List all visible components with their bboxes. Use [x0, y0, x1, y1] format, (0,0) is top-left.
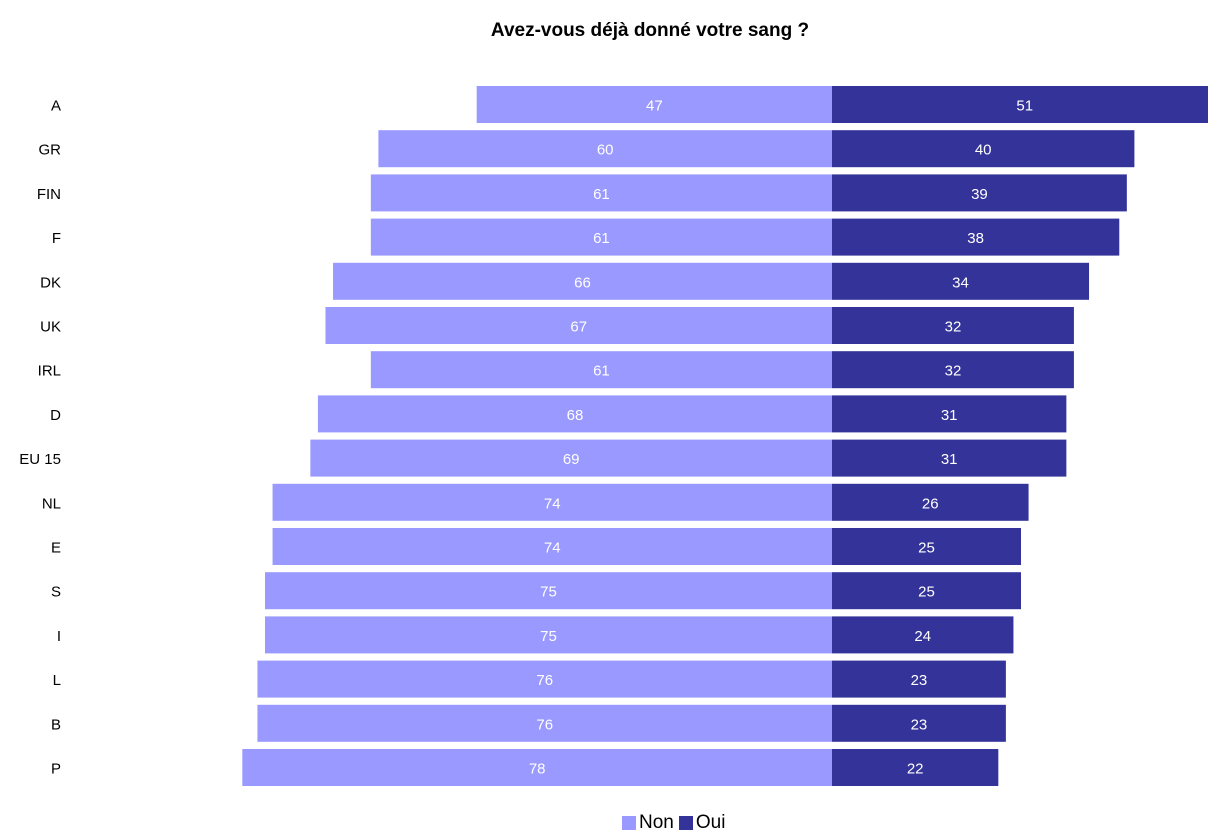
data-label-oui-e: 25: [918, 540, 935, 557]
data-label-oui-d: 31: [941, 407, 958, 424]
bar-oui-l: [832, 660, 1006, 698]
category-label-l: L: [53, 672, 61, 689]
bar-oui-p: [832, 749, 999, 786]
category-label-uk: UK: [40, 319, 61, 336]
legend-label-non: Non: [639, 812, 674, 833]
category-label-irl: IRL: [38, 363, 61, 380]
bar-non-p: [242, 749, 832, 786]
legend-swatch-non: [622, 816, 636, 830]
data-label-non-nl: 74: [544, 495, 561, 512]
bar-non-i: [265, 616, 832, 654]
data-label-non-e: 74: [544, 540, 561, 557]
bar-non-eu-15: [310, 439, 832, 477]
category-label-gr: GR: [39, 142, 62, 159]
category-label-e: E: [51, 540, 61, 557]
category-label-eu-15: EU 15: [19, 451, 61, 468]
data-label-oui-l: 23: [911, 672, 928, 689]
data-label-non-l: 76: [536, 672, 553, 689]
bar-non-a: [476, 86, 832, 123]
data-label-non-uk: 67: [570, 319, 587, 336]
bar-non-f: [370, 218, 832, 256]
data-label-oui-s: 25: [918, 584, 935, 601]
bar-oui-eu-15: [832, 439, 1067, 477]
category-label-d: D: [50, 407, 61, 424]
bar-non-l: [257, 660, 832, 698]
chart-legend: Non Oui: [622, 812, 730, 834]
bar-oui-i: [832, 616, 1014, 654]
chart-title: Avez-vous déjà donné votre sang ?: [490, 20, 810, 41]
category-label-p: P: [51, 761, 61, 778]
data-label-non-b: 76: [536, 716, 553, 733]
bar-oui-gr: [832, 130, 1135, 168]
bar-non-uk: [325, 307, 832, 344]
category-label-a: A: [51, 98, 61, 115]
bar-oui-b: [832, 704, 1006, 742]
category-label-dk: DK: [40, 274, 61, 291]
data-label-non-f: 61: [593, 230, 610, 247]
bar-oui-d: [832, 395, 1067, 433]
bar-oui-dk: [832, 262, 1090, 300]
data-label-oui-dk: 34: [952, 274, 969, 291]
data-label-oui-irl: 32: [945, 363, 962, 380]
bar-non-s: [265, 572, 832, 610]
legend-swatch-oui: [678, 816, 693, 830]
data-label-oui-b: 23: [911, 716, 928, 733]
data-label-oui-p: 22: [907, 761, 924, 778]
bar-non-d: [317, 395, 832, 433]
data-label-oui-eu-15: 31: [941, 451, 958, 468]
data-label-non-d: 68: [567, 407, 584, 424]
category-label-fin: FIN: [37, 186, 61, 203]
bar-oui-s: [832, 572, 1021, 610]
data-label-non-s: 75: [540, 584, 557, 601]
bar-non-irl: [370, 351, 832, 389]
data-label-non-eu-15: 69: [563, 451, 580, 468]
data-label-oui-a: 51: [1016, 98, 1033, 115]
data-label-non-a: 47: [646, 98, 663, 115]
data-label-oui-fin: 39: [971, 186, 988, 203]
legend-item-non: Non: [622, 812, 674, 834]
bar-oui-f: [832, 218, 1120, 256]
bar-oui-nl: [832, 483, 1029, 521]
data-label-oui-uk: 32: [945, 319, 962, 336]
category-label-i: I: [57, 628, 61, 645]
legend-label-oui: Oui: [695, 812, 726, 833]
bar-oui-fin: [832, 174, 1127, 212]
data-label-oui-f: 38: [967, 230, 984, 247]
bar-oui-uk: [832, 307, 1074, 344]
data-label-oui-nl: 26: [922, 495, 939, 512]
bar-non-b: [257, 704, 832, 742]
data-label-non-gr: 60: [597, 142, 614, 159]
bar-oui-a: [832, 86, 1208, 123]
category-label-f: F: [52, 230, 61, 247]
bar-non-nl: [272, 483, 832, 521]
data-label-oui-i: 24: [914, 628, 931, 645]
category-label-nl: NL: [42, 495, 61, 512]
data-label-non-fin: 61: [593, 186, 610, 203]
bar-non-dk: [333, 262, 832, 300]
bar-non-fin: [370, 174, 832, 212]
legend-item-oui: Oui: [678, 812, 726, 834]
data-label-non-p: 78: [529, 761, 546, 778]
bar-oui-irl: [832, 351, 1074, 389]
category-label-s: S: [51, 584, 61, 601]
data-label-non-dk: 66: [574, 274, 591, 291]
bar-non-gr: [378, 130, 832, 168]
data-label-non-i: 75: [540, 628, 557, 645]
data-label-oui-gr: 40: [975, 142, 992, 159]
bar-oui-e: [832, 528, 1021, 565]
bar-non-e: [272, 528, 832, 565]
category-label-b: B: [51, 716, 61, 733]
data-label-non-irl: 61: [593, 363, 610, 380]
